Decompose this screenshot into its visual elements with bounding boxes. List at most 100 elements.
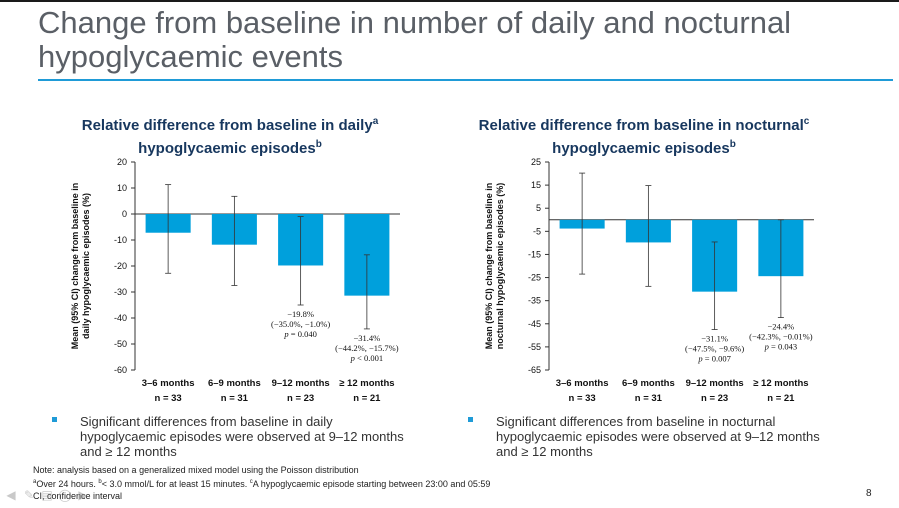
y-tick-label: 25 <box>531 157 541 167</box>
y-tick-label: 15 <box>531 180 541 190</box>
x-tick-label: ≥ 12 months <box>339 378 394 389</box>
data-label-text: = 0.007 <box>703 354 731 364</box>
y-tick-label: -20 <box>114 261 127 271</box>
footnote-marker: a <box>33 479 37 485</box>
y-tick-label: -10 <box>114 235 127 245</box>
n-label: n = 31 <box>635 393 663 404</box>
y-axis-label-line: daily hypoglycaemic episodes (%) <box>81 193 91 339</box>
pen-icon[interactable]: ✎ <box>23 488 35 502</box>
data-label: p = 0.007 <box>697 354 730 364</box>
slides-icon[interactable]: ▤ <box>41 488 53 502</box>
n-label: n = 31 <box>221 393 249 404</box>
y-tick-label: 20 <box>117 157 127 167</box>
chart-svg-daily: Mean (95% CI) change from baseline indai… <box>70 157 400 404</box>
y-tick-label: -45 <box>528 319 541 329</box>
x-tick-label: 9–12 months <box>686 378 744 389</box>
slide-title: Change from baseline in number of daily … <box>38 5 792 74</box>
n-label: n = 23 <box>701 393 728 404</box>
n-label: n = 23 <box>287 393 314 404</box>
y-tick-label: -15 <box>528 249 541 259</box>
y-tick-label: -65 <box>528 365 541 375</box>
y-axis-label-line: Mean (95% CI) change from baseline in <box>70 183 80 350</box>
data-label: (−35.0%, −1.0%) <box>271 319 330 329</box>
y-tick-label: -25 <box>528 273 541 283</box>
data-label: −19.8% <box>287 309 314 319</box>
bullet-nocturnal: Significant differences from baseline in… <box>468 414 836 459</box>
data-label-text: = 0.043 <box>769 342 797 352</box>
n-label: n = 33 <box>569 393 596 404</box>
chart-svg-nocturnal: Mean (95% CI) change from baseline innoc… <box>484 157 814 404</box>
y-tick-label: -60 <box>114 365 127 375</box>
footnote-marker: b <box>729 139 736 150</box>
slide-nav-toolbar: ◀ ✎ ▤ ◯ ▶ <box>4 488 90 502</box>
chart-title-text: Relative difference from baseline in dai… <box>81 117 373 134</box>
y-axis-label-line: nocturnal hypoglycaemic episodes (%) <box>495 183 505 350</box>
data-label-p: p <box>764 342 769 352</box>
data-label: p < 0.001 <box>350 353 383 363</box>
y-axis-label: Mean (95% CI) change from baseline indai… <box>70 183 91 350</box>
footnote-text: A hypoglycaemic episode starting between… <box>252 479 491 489</box>
footnote-line: CI, confidence interval <box>33 491 123 501</box>
top-border <box>0 0 899 2</box>
chart-title-text: hypoglycaemic episodes <box>138 140 316 157</box>
footnote-marker: b <box>315 139 322 150</box>
y-tick-label: -50 <box>114 339 127 349</box>
data-label-text: < 0.001 <box>355 353 383 363</box>
data-label: −31.4% <box>354 333 381 343</box>
x-tick-label: ≥ 12 months <box>753 378 808 389</box>
footnotes: Note: analysis based on a generalized mi… <box>33 464 490 502</box>
y-tick-label: 0 <box>122 209 127 219</box>
title-underline <box>38 79 893 81</box>
x-tick-label: 3–6 months <box>556 378 609 389</box>
n-label: n = 21 <box>767 393 795 404</box>
bullet-marker <box>468 417 473 422</box>
data-label-p: p <box>697 354 702 364</box>
y-tick-label: -55 <box>528 342 541 352</box>
bullet-marker <box>52 417 57 422</box>
footnote-text: < 3.0 mmol/L for at least 15 minutes. <box>101 479 250 489</box>
data-label: (−42.3%, −0.01%) <box>749 332 813 342</box>
chart-title-nocturnal: Relative difference from baseline in noc… <box>444 112 844 158</box>
bullet-daily: Significant differences from baseline in… <box>52 414 410 459</box>
n-label: n = 33 <box>155 393 182 404</box>
y-tick-label: 10 <box>117 183 127 193</box>
data-label-p: p <box>350 353 355 363</box>
y-axis-label-line: Mean (95% CI) change from baseline in <box>484 183 494 350</box>
forward-icon[interactable]: ▶ <box>78 488 88 502</box>
data-label: p = 0.040 <box>283 329 316 339</box>
footnote-marker: c <box>249 479 253 485</box>
x-tick-label: 3–6 months <box>142 378 195 389</box>
chart-title-daily: Relative difference from baseline in dai… <box>30 112 430 158</box>
data-label-text: = 0.040 <box>289 329 317 339</box>
y-axis-label: Mean (95% CI) change from baseline innoc… <box>484 183 505 350</box>
n-label: n = 21 <box>353 393 381 404</box>
footnote-marker: a <box>372 116 379 127</box>
data-label: p = 0.043 <box>764 342 797 352</box>
x-tick-label: 6–9 months <box>622 378 675 389</box>
x-tick-label: 9–12 months <box>272 378 330 389</box>
page-number: 8 <box>866 488 872 499</box>
data-label: −24.4% <box>768 322 795 332</box>
x-tick-label: 6–9 months <box>208 378 261 389</box>
data-label: (−47.5%, −9.6%) <box>685 344 744 354</box>
footnote-line: Note: analysis based on a generalized mi… <box>33 465 359 475</box>
y-tick-label: -35 <box>528 296 541 306</box>
y-tick-label: -40 <box>114 313 127 323</box>
chart-daily: Relative difference from baseline in dai… <box>30 112 460 412</box>
y-tick-label: 5 <box>536 203 541 213</box>
data-label: −31.1% <box>701 334 728 344</box>
back-icon[interactable]: ◀ <box>6 488 16 502</box>
y-tick-label: -5 <box>533 226 541 236</box>
footnote-text: Over 24 hours. <box>36 479 99 489</box>
bullet-text: Significant differences from baseline in… <box>496 414 820 459</box>
footnote-line: aOver 24 hours. b< 3.0 mmol/L for at lea… <box>33 476 490 490</box>
footnote-marker: c <box>803 116 810 127</box>
chart-title-text: hypoglycaemic episodes <box>552 140 730 157</box>
chart-title-text: Relative difference from baseline in noc… <box>478 117 804 134</box>
zoom-icon[interactable]: ◯ <box>58 488 72 502</box>
y-tick-label: -30 <box>114 287 127 297</box>
footnote-marker: b <box>98 479 102 485</box>
data-label: (−44.2%, −15.7%) <box>335 343 399 353</box>
bullet-text: Significant differences from baseline in… <box>80 414 404 459</box>
data-label-p: p <box>283 329 288 339</box>
